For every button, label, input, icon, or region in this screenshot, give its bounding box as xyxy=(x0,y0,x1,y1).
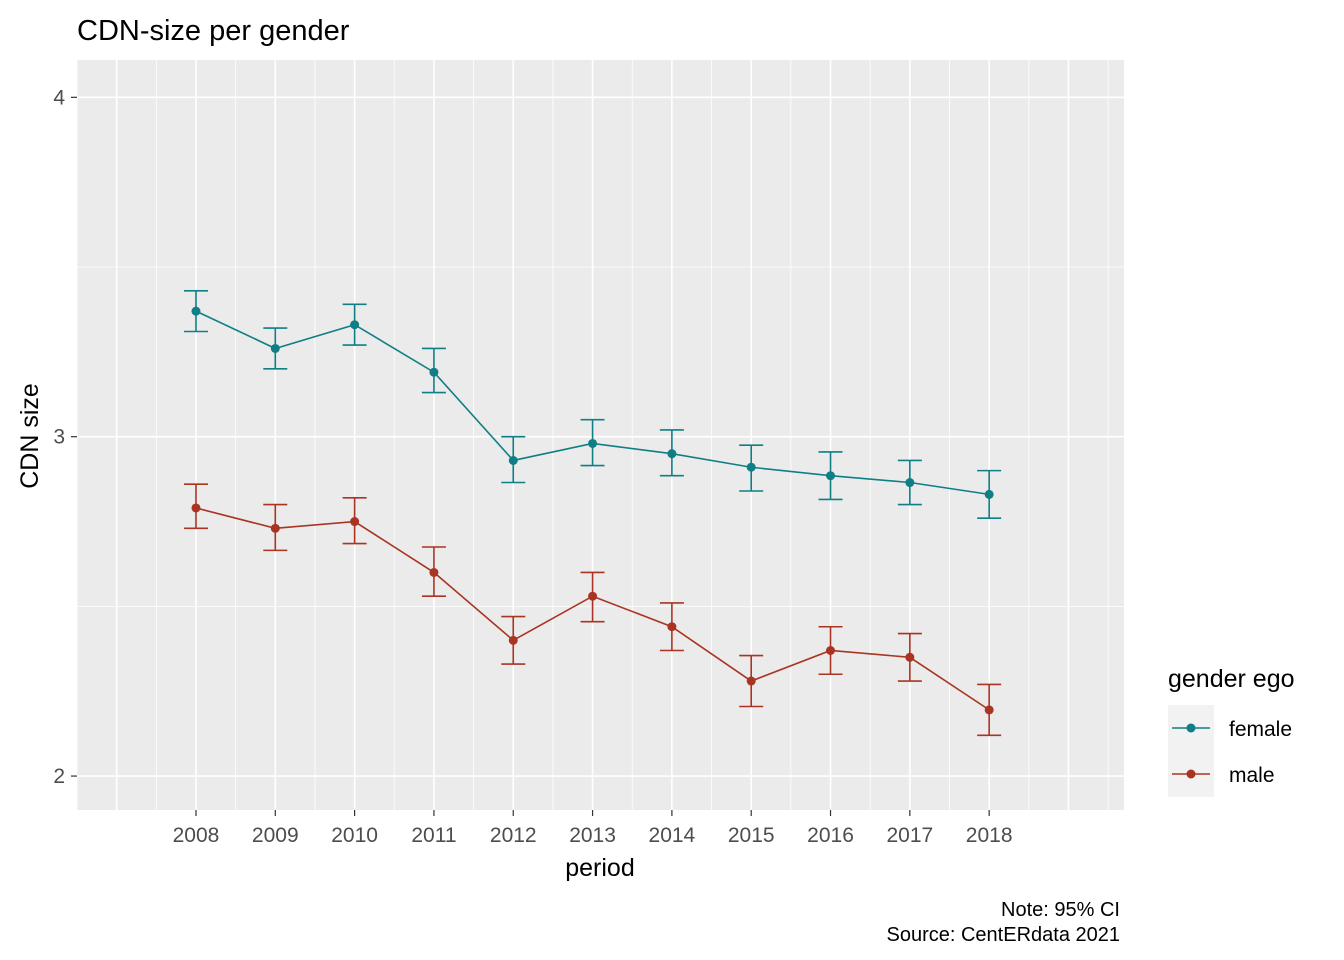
x-axis-title: period xyxy=(565,854,635,882)
x-axis: 2008 2009 2010 2011 2012 2013 2014 2015 2016 2017… xyxy=(173,810,1013,847)
legend-title: gender ego xyxy=(1168,665,1295,693)
data-point-male xyxy=(270,523,280,533)
legend-key-point-female xyxy=(1186,723,1196,733)
x-tick-label: 2014 xyxy=(649,824,696,847)
data-point-male xyxy=(746,676,756,686)
x-tick-label: 2012 xyxy=(490,824,537,847)
x-tick-label: 2018 xyxy=(966,824,1013,847)
data-point-male xyxy=(191,503,201,513)
x-tick-label: 2013 xyxy=(569,824,616,847)
caption: Note: 95% CI Source: CentERdata 2021 xyxy=(887,899,1121,946)
legend-label-male: male xyxy=(1229,764,1275,787)
legend: gender ego female male xyxy=(1168,665,1295,797)
series-female xyxy=(183,289,1002,519)
caption-note: Note: 95% CI xyxy=(1001,899,1120,921)
x-tick-label: 2015 xyxy=(728,824,775,847)
data-point-male xyxy=(667,622,677,632)
data-point-female xyxy=(826,471,836,481)
x-tick-label: 2016 xyxy=(807,824,854,847)
data-point-female xyxy=(984,489,994,499)
y-tick-label: 2 xyxy=(53,765,65,788)
caption-source: Source: CentERdata 2021 xyxy=(887,924,1121,946)
series-layer xyxy=(183,289,1002,737)
series-male xyxy=(183,483,1002,737)
x-tick-label: 2010 xyxy=(331,824,378,847)
x-tick-label: 2017 xyxy=(886,824,933,847)
data-point-male xyxy=(905,652,915,662)
legend-keys-background xyxy=(1168,705,1214,797)
data-point-female xyxy=(588,438,598,448)
legend-items: female male xyxy=(1172,718,1292,787)
chart-title: CDN-size per gender xyxy=(77,15,350,47)
data-point-female xyxy=(429,367,439,377)
plot-panel xyxy=(77,60,1124,810)
data-point-male xyxy=(826,645,836,655)
data-point-male xyxy=(984,705,994,715)
legend-key-point-male xyxy=(1186,769,1196,779)
data-point-male xyxy=(508,635,518,645)
data-point-female xyxy=(508,455,518,465)
y-tick-label: 3 xyxy=(53,426,65,449)
data-point-female xyxy=(905,478,915,488)
data-point-female xyxy=(350,320,360,330)
data-point-female xyxy=(667,449,677,459)
legend-label-female: female xyxy=(1229,718,1292,741)
x-tick-label: 2008 xyxy=(173,824,220,847)
y-axis-title: CDN size xyxy=(16,383,44,489)
data-point-female xyxy=(746,462,756,472)
y-tick-label: 4 xyxy=(53,86,65,109)
data-point-male xyxy=(588,591,598,601)
x-tick-label: 2009 xyxy=(252,824,299,847)
data-point-female xyxy=(191,306,201,316)
y-axis: 2 3 4 xyxy=(53,86,77,788)
x-tick-label: 2011 xyxy=(411,824,456,847)
data-point-male xyxy=(350,517,360,527)
data-point-female xyxy=(270,343,280,353)
data-point-male xyxy=(429,567,439,577)
